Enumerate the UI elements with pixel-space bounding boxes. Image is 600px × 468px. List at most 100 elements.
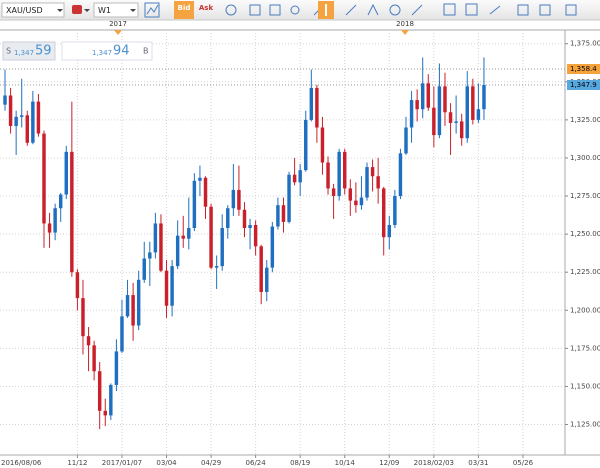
bid-button[interactable] <box>174 1 194 19</box>
symbol: XAU/USD <box>6 6 43 15</box>
candle-body <box>58 194 63 209</box>
candle-body <box>3 95 7 105</box>
bid-label: Bid <box>178 4 191 12</box>
ask-label[interactable]: Ask <box>199 4 214 12</box>
candle-body <box>320 127 325 163</box>
candle-body <box>14 116 18 126</box>
symbol-select[interactable] <box>1 2 65 18</box>
y-tick-label: 1,275.00 <box>570 192 600 200</box>
candle-body <box>75 272 80 299</box>
y-tick-label: 1,375.00 <box>570 40 600 48</box>
candle-body <box>276 205 280 227</box>
candle-body <box>70 151 74 273</box>
candle-body <box>125 295 130 317</box>
sell-side: S <box>6 47 11 56</box>
candle-body <box>426 83 431 108</box>
candle-body <box>359 197 364 206</box>
candle-body <box>209 206 213 268</box>
candle-body <box>459 121 464 139</box>
candle-body <box>220 228 224 267</box>
x-tick-label: 11/12 <box>67 459 87 467</box>
candle-body <box>331 188 336 197</box>
price-marker-box <box>567 63 600 74</box>
candle-body <box>482 84 486 110</box>
candle-body <box>97 371 102 411</box>
candle-body <box>226 208 230 229</box>
timeframe-select[interactable] <box>93 2 139 18</box>
candle-body <box>387 224 392 238</box>
candle-body <box>259 246 263 293</box>
candle-body <box>164 270 169 306</box>
y-tick-label: 1,125.00 <box>570 421 600 429</box>
candle-body <box>103 410 107 416</box>
x-tick-label: 10/14 <box>335 459 356 467</box>
candle-body <box>36 101 41 134</box>
toolbar <box>0 0 600 20</box>
y-tick-label: 1,250.00 <box>570 230 600 238</box>
candle-body <box>53 208 57 233</box>
candle-body <box>326 162 330 189</box>
price-marker-label: 1,347.9 <box>570 81 597 89</box>
x-tick-label: 06/24 <box>246 459 267 467</box>
year-label: 2018 <box>396 20 414 28</box>
candle-body <box>203 177 208 207</box>
x-tick-label: 03/31 <box>468 459 488 467</box>
buy-quote[interactable] <box>61 41 153 61</box>
candle-body <box>153 223 158 253</box>
candle-body <box>198 177 202 181</box>
price-marker-label: 1,358.4 <box>570 65 597 73</box>
candle-body <box>131 295 135 326</box>
dropdown-arrow <box>57 9 63 12</box>
toolbar-icons <box>225 3 577 16</box>
y-tick-label: 1,175.00 <box>570 344 600 352</box>
candle-body <box>281 205 286 222</box>
candle-body <box>253 224 258 247</box>
chart-type-button[interactable] <box>72 5 82 14</box>
y-tick-label: 1,325.00 <box>570 116 600 124</box>
x-tick-label: 08/19 <box>290 459 310 467</box>
plot-area: 1,375.001,350.001,325.001,300.001,275.00… <box>0 30 600 467</box>
candle-body <box>287 174 291 222</box>
candle-body <box>170 266 174 306</box>
x-tick-label: 04/29 <box>201 459 221 467</box>
candle-body <box>315 87 319 128</box>
candle-body <box>114 351 119 385</box>
candle-body <box>476 109 481 120</box>
candle-body <box>136 279 141 326</box>
candle-body <box>432 107 436 136</box>
x-tick-label: 05/26 <box>513 459 534 467</box>
candle-body <box>415 100 419 110</box>
x-tick-label: 2017/01/07 <box>102 459 142 467</box>
candle-body <box>242 209 247 229</box>
x-tick-label: 2018/02/03 <box>414 459 454 467</box>
candle-body <box>309 87 314 120</box>
candle-body <box>465 86 469 139</box>
sell-figure: 1,347 <box>14 49 34 57</box>
candle-body <box>270 226 275 268</box>
indicator-button[interactable] <box>144 2 160 18</box>
candle-body <box>86 336 91 346</box>
candle-body <box>292 174 297 183</box>
sell-quote[interactable] <box>2 41 56 61</box>
sell-pips: 59 <box>35 44 52 59</box>
timeframe: W1 <box>98 6 111 15</box>
x-tick-label: 12/09 <box>379 459 399 467</box>
buy-figure: 1,347 <box>92 49 112 57</box>
candle-body <box>248 224 252 229</box>
candle-body <box>471 86 475 120</box>
candle-body <box>47 223 52 233</box>
buy-side: B <box>143 47 149 56</box>
candle-body <box>420 83 425 110</box>
candle-body <box>120 316 124 352</box>
candle-body <box>343 151 347 189</box>
candle-body <box>365 167 369 198</box>
candle-body <box>370 167 375 177</box>
dropdown-arrow <box>84 9 90 12</box>
dropdown-arrow <box>130 9 136 12</box>
candle-body <box>443 86 447 113</box>
candle-body <box>192 180 197 229</box>
candle-body <box>142 258 146 280</box>
candle-body <box>348 188 353 201</box>
indicator-icon <box>146 4 159 15</box>
candle-body <box>304 119 308 171</box>
